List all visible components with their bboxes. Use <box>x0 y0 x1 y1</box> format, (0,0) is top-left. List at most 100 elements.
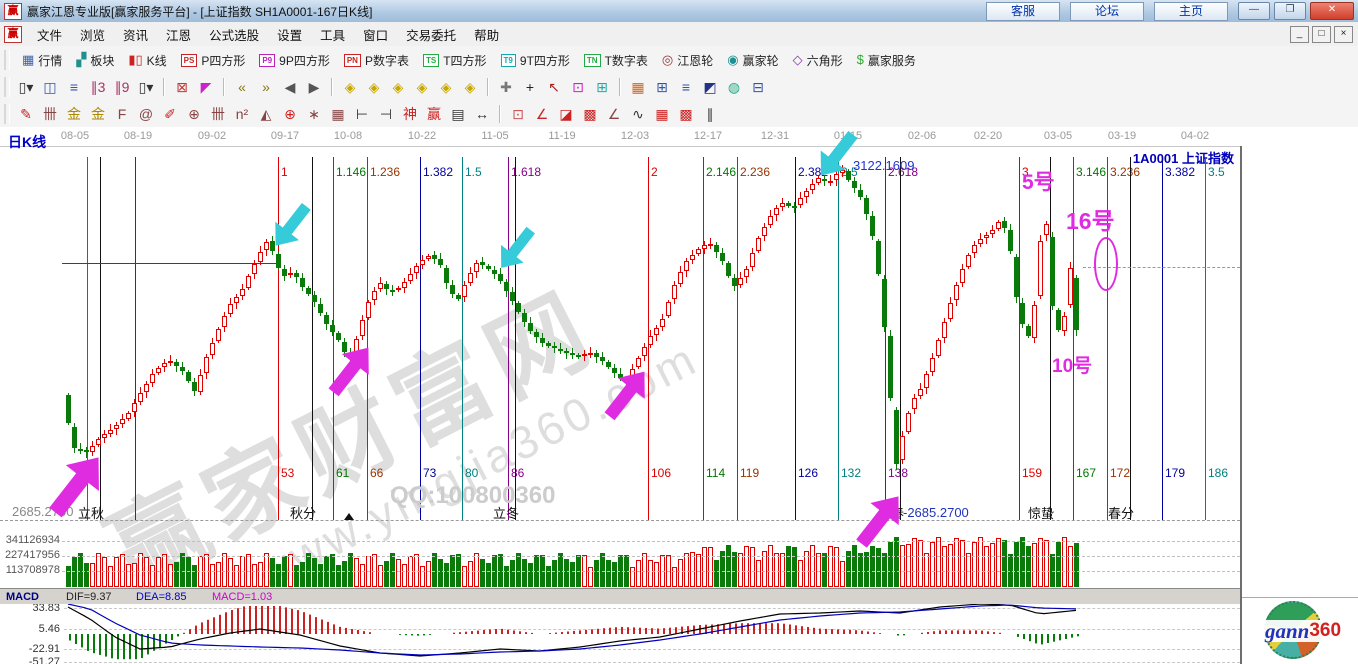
toolbar-p-square[interactable]: PS P四方形 <box>180 52 245 69</box>
toolbar-t-number-table[interactable]: TN T数字表 <box>583 52 648 69</box>
color-flag-chart-icon[interactable]: ◤ <box>200 79 212 95</box>
ruler-123-icon[interactable]: ▤ <box>451 105 465 122</box>
menu-item-江恩[interactable]: 江恩 <box>166 28 192 43</box>
mdi-restore[interactable]: □ <box>1312 25 1331 43</box>
restore-button[interactable]: ❐ <box>1274 2 1306 20</box>
mdi-close[interactable]: × <box>1334 25 1353 43</box>
red-pen-icon[interactable]: ✎ <box>20 105 32 122</box>
star-grid-icon[interactable]: ∗ <box>308 105 320 122</box>
spiral-comb-icon[interactable]: @ <box>138 105 154 122</box>
tick-measure-1-icon[interactable]: ⊢ <box>355 105 369 122</box>
bars-9-icon[interactable]: ∥9 <box>114 79 130 95</box>
volume-bar <box>420 565 425 587</box>
zoom-diamond-5-icon[interactable]: ◈ <box>440 79 452 95</box>
toolbar-winner-service[interactable]: $ 赢家服务 <box>857 52 916 69</box>
winner-service-label: 赢家服务 <box>867 53 916 68</box>
menu-item-交易委托[interactable]: 交易委托 <box>406 28 457 43</box>
export-web-icon[interactable]: ◍ <box>727 79 741 95</box>
candle-dropdown-icon[interactable]: ▯▾ <box>138 79 154 95</box>
protractor-icon[interactable]: ◭ <box>260 105 272 122</box>
kline-chart[interactable]: 赢家财富网 www.yingjia360.com 日K线 1A0001 上证指数… <box>0 127 1240 588</box>
pen-ruler-icon[interactable]: ✐ <box>164 105 176 122</box>
ying-tool-icon[interactable]: 赢 <box>427 105 441 122</box>
fan-filled-icon[interactable]: ◪ <box>559 105 573 122</box>
box-tool-icon[interactable]: ⊡ <box>512 105 524 122</box>
toolbar-9p-square[interactable]: P9 9P四方形 <box>259 52 330 69</box>
close-button[interactable]: ✕ <box>1310 2 1354 20</box>
bars-3-icon[interactable]: ∥3 <box>90 79 106 95</box>
zoom-diamond-3-icon[interactable]: ◈ <box>392 79 404 95</box>
n-squared-icon[interactable]: n² <box>235 105 249 122</box>
hand-tool-icon[interactable]: ✚ <box>500 79 512 95</box>
menu-item-设置[interactable]: 设置 <box>277 28 303 43</box>
gann-daycount-label: 159 <box>1022 466 1043 480</box>
volume-bar <box>168 563 173 587</box>
gold-comb-1-icon[interactable]: 金 <box>67 105 81 122</box>
titlebar-button-1[interactable]: 客服 <box>986 1 1060 21</box>
data-download-icon[interactable]: ⊟ <box>752 79 764 95</box>
toolbar-kline[interactable]: ▮▯ K线 <box>128 52 166 69</box>
pattern-tool-icon[interactable]: ⊠ <box>176 79 188 95</box>
plain-comb-icon[interactable]: 卌 <box>211 105 225 122</box>
goto-last-icon[interactable]: » <box>262 79 270 95</box>
gold-comb-2-icon[interactable]: 金 <box>91 105 105 122</box>
toolbar-hexagon[interactable]: ◇ 六角形 <box>793 52 843 69</box>
parallel-lines-icon[interactable]: ∥ <box>706 105 714 122</box>
gann-box-teal-icon[interactable]: ⊞ <box>596 79 608 95</box>
wave-tool-icon[interactable]: ∿ <box>632 105 644 122</box>
toolbar-9t-square[interactable]: T9 9T四方形 <box>500 52 570 69</box>
macd-indicator-name[interactable]: MACD <box>6 590 39 603</box>
menu-item-资讯[interactable]: 资讯 <box>123 28 149 43</box>
menu-item-工具[interactable]: 工具 <box>320 28 346 43</box>
square-grid-icon[interactable]: ▦ <box>331 105 345 122</box>
f-comb-icon[interactable]: F <box>117 105 127 122</box>
goto-first-icon[interactable]: « <box>238 79 246 95</box>
menu-item-浏览[interactable]: 浏览 <box>80 28 106 43</box>
volume-bar <box>462 565 467 587</box>
window-overlay-icon[interactable]: ◫ <box>43 79 57 95</box>
kline-style-dropdown-icon[interactable]: ▯▾ <box>18 79 34 95</box>
mdi-minimize[interactable]: _ <box>1290 25 1309 43</box>
calendar-icon[interactable]: ▦ <box>631 79 645 95</box>
menu-item-窗口[interactable]: 窗口 <box>363 28 389 43</box>
volume-bar <box>876 547 881 587</box>
save-icon[interactable]: ◩ <box>703 79 717 95</box>
titlebar-button-3[interactable]: 主页 <box>1154 1 1228 21</box>
red-grid-2-icon[interactable]: ▩ <box>679 105 693 122</box>
prev-bar-icon[interactable]: ◀ <box>284 79 296 95</box>
fan-lines-icon[interactable]: ∠ <box>535 105 549 122</box>
menu-item-帮助[interactable]: 帮助 <box>474 28 500 43</box>
zoom-diamond-2-icon[interactable]: ◈ <box>368 79 380 95</box>
target-circle-icon[interactable]: ⊕ <box>284 105 296 122</box>
calculator-icon[interactable]: ⊞ <box>656 79 668 95</box>
next-bar-icon[interactable]: ▶ <box>308 79 320 95</box>
zoom-diamond-4-icon[interactable]: ◈ <box>416 79 428 95</box>
macd-panel[interactable]: 33.83 5.46 -22.91 -51.27 <box>0 604 1240 664</box>
toolbar-gann-wheel[interactable]: ◎ 江恩轮 <box>662 52 713 69</box>
red-grid-1-icon[interactable]: ▦ <box>655 105 669 122</box>
toolbar-quotes[interactable]: ▦ 行情 <box>22 52 62 69</box>
fan-grid-icon[interactable]: ▩ <box>583 105 597 122</box>
pointer-tool-icon[interactable]: ↖ <box>548 79 560 95</box>
circle-comb-icon[interactable]: ⊕ <box>188 105 200 122</box>
info-document-icon[interactable]: ≡ <box>69 79 79 95</box>
menu-item-公式选股[interactable]: 公式选股 <box>209 28 260 43</box>
tick-measure-2-icon[interactable]: ⊣ <box>379 105 393 122</box>
comb-grid-icon[interactable]: 卌 <box>43 105 57 122</box>
menu-item-文件[interactable]: 文件 <box>37 28 63 43</box>
zoom-diamond-6-icon[interactable]: ◈ <box>464 79 476 95</box>
gann-box-magenta-icon[interactable]: ⊡ <box>572 79 584 95</box>
volume-bar <box>642 553 647 587</box>
minimize-button[interactable]: — <box>1238 2 1270 20</box>
toolbar-sectors[interactable]: ▞ 板块 <box>76 52 114 69</box>
angle-tool-icon[interactable]: ∠ <box>607 105 621 122</box>
titlebar-button-2[interactable]: 论坛 <box>1070 1 1144 21</box>
crosshair-tool-icon[interactable]: + <box>525 79 535 95</box>
toolbar-t-square[interactable]: TS T四方形 <box>422 52 487 69</box>
toolbar-p-number-table[interactable]: PN P数字表 <box>343 52 409 69</box>
toolbar-winner-wheel[interactable]: ◉ 赢家轮 <box>727 52 778 69</box>
notes-icon[interactable]: ≡ <box>681 79 691 95</box>
shen-tool-icon[interactable]: 神 <box>403 105 417 122</box>
zoom-diamond-1-icon[interactable]: ◈ <box>344 79 356 95</box>
width-measure-icon[interactable]: ↔ <box>475 105 489 122</box>
